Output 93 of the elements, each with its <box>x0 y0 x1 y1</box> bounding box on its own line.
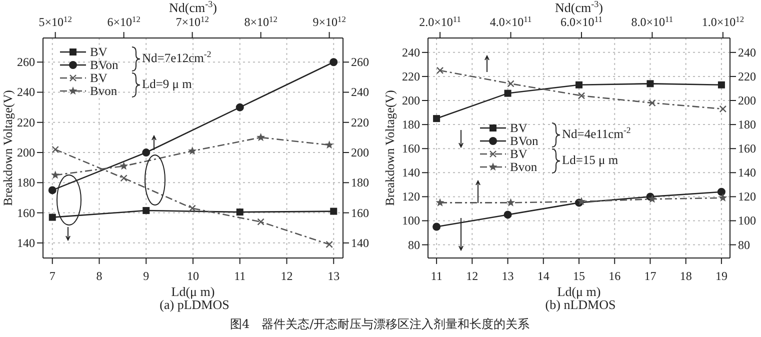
y-tick-label: 180 <box>402 118 420 132</box>
y-tick-label: 240 <box>402 45 420 60</box>
y2-tick-label: 260 <box>351 55 369 70</box>
x-tick-label: 12 <box>280 269 293 283</box>
x2-tick-label: 1.0×10$^{12}$ <box>702 14 744 29</box>
point <box>576 81 582 88</box>
x-tick-label: 18 <box>680 269 692 283</box>
y-tick-label: 140 <box>17 236 35 250</box>
y2-tick-label: 220 <box>738 69 756 84</box>
y-axis-title: Breakdown Voltage(V) <box>383 90 397 206</box>
y2-tick-label: 220 <box>351 115 369 130</box>
y2-tick-label: 80 <box>738 238 750 252</box>
y-tick-label: 160 <box>402 142 420 156</box>
legend-label: Bvon <box>510 160 538 174</box>
x2-tick-label: 8.0×10$^{11}$ <box>631 14 674 29</box>
point <box>236 103 244 112</box>
caption: 图4 器件关态/开态耐压与漂移区注入剂量和长度的关系 <box>230 317 530 331</box>
y-tick-label: 220 <box>17 115 35 130</box>
x-tick-label: 16 <box>608 269 621 283</box>
x-tick-label: 14 <box>537 269 550 283</box>
y2-tick-label: 140 <box>351 236 369 250</box>
annotation: Ld=15 μ m <box>562 153 618 167</box>
y2-tick-label: 240 <box>351 85 369 100</box>
y-tick-label: 200 <box>17 146 35 160</box>
x-tick-label: 13 <box>328 269 340 283</box>
x-tick-label: 19 <box>715 269 728 283</box>
x2-tick-label: 8×10$^{12}$ <box>244 14 278 29</box>
point <box>718 81 725 88</box>
y-tick-label: 260 <box>17 55 35 70</box>
annotation: Nd=7e12cm$^{-2}$ <box>142 49 212 65</box>
y-tick-label: 160 <box>17 206 35 220</box>
point <box>48 186 56 194</box>
x-tick-label: 13 <box>502 269 514 283</box>
x2-tick-label: 4.0×10$^{11}$ <box>490 14 532 29</box>
point <box>504 90 512 97</box>
point <box>717 188 726 196</box>
legend-label: BV <box>510 121 528 135</box>
y2-tick-label: 160 <box>351 206 369 220</box>
y2-tick-label: 100 <box>738 214 756 228</box>
x-axis-title: Ld(μ m) <box>171 284 215 299</box>
legend-label: Bvon <box>90 84 118 98</box>
x-tick-label: 10 <box>187 269 199 283</box>
y2-tick-label: 180 <box>738 118 756 132</box>
x-tick-label: 11 <box>430 269 442 283</box>
y-tick-label: 140 <box>402 166 420 180</box>
x2-tick-label: 2.0×10$^{11}$ <box>419 14 461 29</box>
x2-axis-title: Nd(cm$^{-3}$) <box>554 0 604 15</box>
x-tick-label: 15 <box>573 269 585 283</box>
point <box>432 222 441 231</box>
point <box>504 210 512 219</box>
legend-label: BVon <box>90 58 120 72</box>
point <box>236 208 244 216</box>
x-tick-label: 9 <box>143 269 150 283</box>
y-tick-label: 120 <box>402 190 420 204</box>
x-tick-label: 12 <box>466 269 478 283</box>
x-tick-label: 8 <box>96 269 102 283</box>
x2-tick-label: 7×10$^{12}$ <box>176 14 209 29</box>
legend-label: BV <box>510 147 528 161</box>
x2-tick-label: 9×10$^{12}$ <box>312 14 346 29</box>
legend-label: BV <box>90 71 108 85</box>
x2-tick-label: 5×10$^{12}$ <box>38 14 72 29</box>
x-tick-label: 17 <box>644 269 656 283</box>
y2-tick-label: 120 <box>738 190 756 204</box>
y-tick-label: 240 <box>17 85 35 100</box>
y2-tick-label: 180 <box>351 176 369 190</box>
y2-tick-label: 200 <box>351 146 369 160</box>
y2-tick-label: 160 <box>738 142 756 156</box>
point <box>433 115 440 122</box>
x-tick-label: 11 <box>234 269 246 283</box>
point <box>142 148 150 157</box>
legend-label: BV <box>90 45 108 59</box>
y-tick-label: 200 <box>402 94 420 108</box>
point <box>646 80 654 88</box>
y-tick-label: 100 <box>402 214 420 228</box>
point <box>330 208 338 215</box>
x2-tick-label: 6×10$^{12}$ <box>107 14 140 29</box>
annotation: Nd=4e11cm$^{-2}$ <box>562 125 631 141</box>
x-axis-title: Ld(μ m) <box>557 284 601 299</box>
annotation: Ld=9 μ m <box>142 77 192 91</box>
point <box>330 58 338 66</box>
x2-axis-title: Nd(cm$^{-3}$) <box>168 0 218 15</box>
legend-label: BVon <box>510 134 540 148</box>
y2-tick-label: 200 <box>738 94 756 108</box>
y-tick-label: 220 <box>402 69 420 84</box>
x-tick-label: 7 <box>49 269 56 283</box>
x2-tick-label: 6.0×10$^{11}$ <box>560 14 602 29</box>
y-tick-label: 180 <box>17 176 35 190</box>
point <box>142 207 150 214</box>
y-tick-label: 80 <box>408 238 420 252</box>
point <box>48 214 56 221</box>
y-axis-title: Breakdown Voltage(V) <box>1 90 15 206</box>
y2-tick-label: 240 <box>738 45 756 60</box>
y2-tick-label: 140 <box>738 166 756 180</box>
